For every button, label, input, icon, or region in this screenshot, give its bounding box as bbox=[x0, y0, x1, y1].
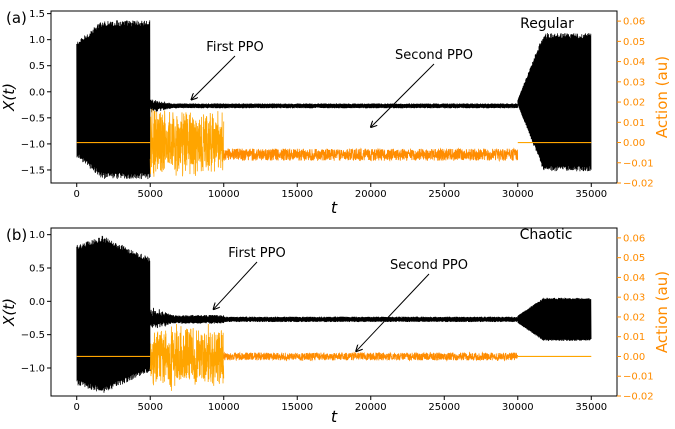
y-tick-label: −1.0 bbox=[21, 364, 45, 375]
x-tick-label: 15000 bbox=[281, 189, 313, 200]
action-series-segment bbox=[223, 147, 519, 163]
annotation-label: First PPO bbox=[206, 40, 263, 55]
x-tick-label: 15000 bbox=[281, 402, 313, 413]
y2-tick-label: 0.01 bbox=[623, 332, 645, 343]
y2-tick-label: 0.04 bbox=[623, 57, 645, 68]
x-tick-label: 0 bbox=[74, 402, 80, 413]
y2-tick-label: 0.00 bbox=[623, 138, 645, 149]
y2-tick-label: −0.01 bbox=[623, 372, 654, 383]
y-tick-label: 0.0 bbox=[29, 87, 45, 98]
annotation-arrow bbox=[191, 55, 236, 100]
y-tick-label: −1.5 bbox=[21, 165, 45, 176]
action-series-segment bbox=[223, 351, 519, 362]
x-axis-title: t bbox=[331, 407, 338, 426]
panel-a: 0 5000 10000 15000 20000 25000 30000 35000 −1.5 −… bbox=[0, 9, 671, 217]
x-tick-label: 35000 bbox=[575, 402, 607, 413]
y2-tick-label: 0.02 bbox=[623, 98, 645, 109]
y2-tick-label: −0.02 bbox=[623, 392, 654, 403]
y2-tick-label: 0.03 bbox=[623, 293, 645, 304]
y2-tick-label: 0.01 bbox=[623, 118, 645, 129]
y-tick-label: 0.5 bbox=[29, 61, 45, 72]
y-tick-label: 0.5 bbox=[29, 264, 45, 275]
annotation-label: Second PPO bbox=[390, 258, 468, 273]
x-tick-label: 0 bbox=[74, 189, 80, 200]
x-tick-label: 25000 bbox=[428, 402, 460, 413]
y-tick-label: −0.5 bbox=[21, 330, 45, 341]
x-tick-label: 10000 bbox=[208, 402, 240, 413]
x-tick-label: 20000 bbox=[355, 189, 387, 200]
y2-axis-title: Action (au) bbox=[653, 56, 671, 138]
y-tick-label: 1.5 bbox=[29, 9, 45, 20]
plot-area bbox=[76, 235, 592, 393]
y2-tick-label: 0.02 bbox=[623, 312, 645, 323]
x-series-segment bbox=[149, 99, 519, 113]
x-axis-title: t bbox=[331, 198, 338, 217]
y2-tick-label: −0.01 bbox=[623, 158, 654, 169]
x-tick-label: 5000 bbox=[138, 402, 163, 413]
annotation-arrow bbox=[371, 63, 435, 127]
y2-axis-title: Action (au) bbox=[653, 271, 671, 353]
y-axis-title: X(t) bbox=[0, 298, 18, 327]
annotation-label: First PPO bbox=[228, 246, 285, 261]
y2-tick-label: 0.06 bbox=[623, 17, 645, 28]
y2-tick-label: 0.03 bbox=[623, 77, 645, 88]
action-series-segment bbox=[149, 323, 225, 391]
y-tick-label: −1.0 bbox=[21, 139, 45, 150]
x-tick-label: 20000 bbox=[355, 402, 387, 413]
panel-label: (a) bbox=[6, 9, 27, 27]
y2-tick-label: 0.06 bbox=[623, 233, 645, 244]
y-tick-label: 1.0 bbox=[29, 35, 45, 46]
x-series-segment bbox=[517, 33, 592, 172]
y2-tick-label: 0.00 bbox=[623, 352, 645, 363]
y2-tick-label: 0.05 bbox=[623, 253, 645, 264]
annotation-arrow bbox=[213, 261, 258, 309]
y-tick-label: −0.5 bbox=[21, 113, 45, 124]
x-series-segment bbox=[517, 297, 592, 342]
regime-title: Regular bbox=[520, 16, 574, 32]
panel-b: 0 5000 10000 15000 20000 25000 30000 35000 −1.0 −… bbox=[0, 226, 671, 426]
annotation-label: Second PPO bbox=[395, 48, 473, 63]
x-tick-label: 35000 bbox=[575, 189, 607, 200]
x-tick-label: 30000 bbox=[502, 189, 534, 200]
x-tick-label: 25000 bbox=[428, 189, 460, 200]
x-series-segment bbox=[76, 235, 151, 393]
y-axis-title: X(t) bbox=[0, 83, 18, 112]
y-tick-label: 0.0 bbox=[29, 297, 45, 308]
plot-area bbox=[76, 20, 592, 180]
y2-tick-label: 0.05 bbox=[623, 37, 645, 48]
annotation-arrow bbox=[356, 273, 430, 351]
x-tick-label: 5000 bbox=[138, 189, 163, 200]
x-series-segment bbox=[223, 316, 519, 323]
action-series-segment bbox=[149, 109, 225, 177]
axes-frame bbox=[50, 227, 618, 397]
panel-label: (b) bbox=[6, 226, 27, 244]
x-series-segment bbox=[149, 307, 225, 329]
axes-frame bbox=[50, 10, 618, 184]
y-tick-label: 1.0 bbox=[29, 230, 45, 241]
y2-tick-label: 0.04 bbox=[623, 273, 645, 284]
regime-title: Chaotic bbox=[520, 227, 573, 243]
x-tick-label: 30000 bbox=[502, 402, 534, 413]
x-series-segment bbox=[76, 20, 151, 180]
x-tick-label: 10000 bbox=[208, 189, 240, 200]
y2-tick-label: −0.02 bbox=[623, 179, 654, 190]
